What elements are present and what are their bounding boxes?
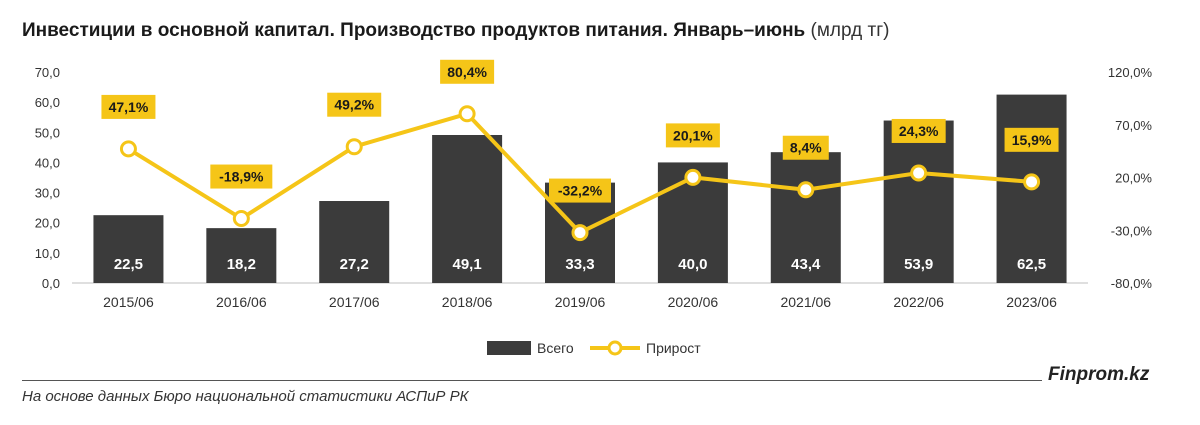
source-note: На основе данных Бюро национальной стати…	[22, 388, 469, 405]
y-right-tick-label: 20,0%	[1115, 171, 1152, 186]
bar	[93, 215, 164, 283]
bar-value-label: 43,4	[791, 256, 821, 273]
growth-label-box	[782, 135, 829, 160]
growth-label-box	[101, 94, 156, 119]
growth-point	[232, 210, 250, 228]
growth-point	[684, 168, 702, 186]
legend-line-label: Прирост	[646, 340, 701, 356]
growth-label-box	[210, 164, 273, 189]
y-left-tick-label: 0,0	[42, 276, 60, 291]
growth-value-label: 47,1%	[109, 99, 149, 115]
x-tick-label: 2016/06	[216, 294, 267, 310]
growth-value-label: 15,9%	[1012, 132, 1052, 148]
y-right-tick-label: -80,0%	[1111, 276, 1153, 291]
growth-point	[1023, 173, 1041, 191]
legend-bar-swatch	[487, 341, 531, 355]
legend-line-marker	[607, 340, 623, 356]
growth-value-label: -18,9%	[219, 169, 264, 185]
brand-label: Finprom.kz	[1048, 364, 1150, 385]
growth-value-label: 49,2%	[334, 97, 374, 113]
chart-title-text: Инвестиции в основной капитал. Производс…	[22, 20, 806, 41]
y-left-tick-label: 10,0	[35, 246, 60, 261]
footer-divider	[22, 380, 1042, 381]
y-left-tick-label: 60,0	[35, 95, 60, 110]
bar-value-label: 40,0	[678, 256, 707, 273]
growth-value-label: -32,2%	[558, 183, 603, 199]
bar-value-label: 27,2	[340, 256, 369, 273]
bar	[883, 120, 954, 283]
x-tick-label: 2019/06	[555, 294, 606, 310]
bar	[432, 134, 503, 283]
growth-point	[571, 224, 589, 242]
x-tick-label: 2015/06	[103, 294, 154, 310]
bar-value-label: 33,3	[565, 256, 594, 273]
x-tick-label: 2023/06	[1006, 294, 1057, 310]
growth-value-label: 20,1%	[673, 127, 713, 143]
bar	[206, 228, 277, 283]
growth-label-box	[549, 178, 611, 203]
y-right-tick-label: -30,0%	[1111, 223, 1153, 238]
growth-label-box	[327, 92, 382, 117]
bar	[319, 201, 390, 283]
y-left-tick-label: 20,0	[35, 216, 60, 231]
chart-unit: (млрд тг)	[810, 20, 890, 41]
growth-point	[910, 164, 928, 182]
growth-label-box	[1004, 127, 1059, 152]
y-left-tick-label: 30,0	[35, 186, 60, 201]
x-tick-label: 2021/06	[780, 294, 831, 310]
growth-point	[797, 181, 815, 199]
y-left-tick-label: 50,0	[35, 125, 60, 140]
growth-value-label: 8,4%	[790, 140, 822, 156]
growth-value-label: 80,4%	[447, 64, 487, 80]
growth-label-box	[440, 59, 495, 84]
bar-value-label: 18,2	[227, 256, 256, 273]
x-tick-label: 2017/06	[329, 294, 380, 310]
x-tick-label: 2020/06	[668, 294, 719, 310]
y-right-tick-label: 120,0%	[1108, 65, 1153, 80]
growth-label-box	[665, 123, 720, 148]
bar-value-label: 62,5	[1017, 256, 1046, 273]
bar-value-label: 49,1	[453, 256, 482, 273]
y-left-tick-label: 40,0	[35, 155, 60, 170]
bar-value-label: 22,5	[114, 256, 143, 273]
growth-point	[119, 140, 137, 158]
bar-value-label: 53,9	[904, 256, 933, 273]
bar	[770, 152, 841, 283]
y-left-tick-label: 70,0	[35, 65, 60, 80]
x-tick-label: 2022/06	[893, 294, 944, 310]
growth-label-box	[891, 118, 946, 143]
growth-point	[345, 138, 363, 156]
growth-point	[458, 105, 476, 123]
y-right-tick-label: 70,0%	[1115, 118, 1152, 133]
legend-bar-label: Всего	[537, 340, 574, 356]
x-tick-label: 2018/06	[442, 294, 493, 310]
chart-title: Инвестиции в основной капитал. Производс…	[22, 20, 889, 42]
growth-value-label: 24,3%	[899, 123, 939, 139]
